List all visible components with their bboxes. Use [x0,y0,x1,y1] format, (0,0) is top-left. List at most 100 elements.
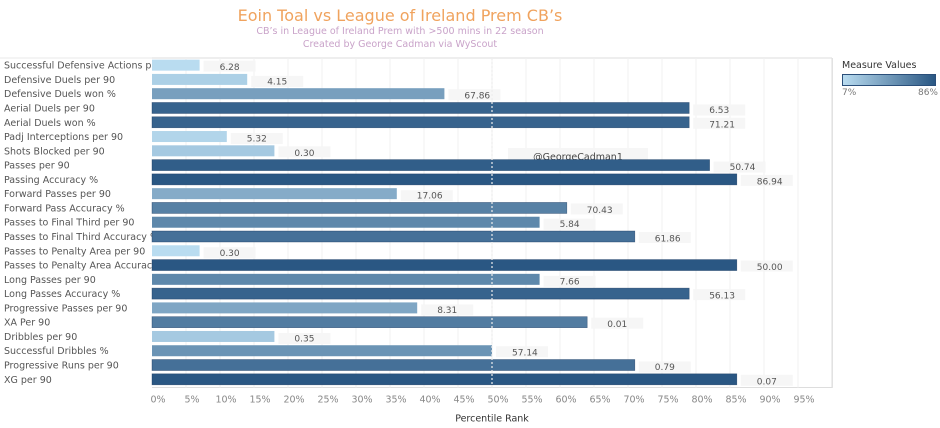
value-label-box [203,247,256,259]
row-label: Aerial Duels won % [4,118,96,129]
x-tick-label: 50% [487,394,508,405]
x-tick-label: 35% [385,394,406,405]
value-label-box [496,346,548,358]
value-label-box [638,361,691,373]
value-label: 17.06 [417,192,443,202]
row-label: Dribbles per 90 [4,332,77,343]
bar [151,159,710,171]
legend-color-ramp [842,74,936,86]
value-label-box [203,60,256,72]
row-label: Padj Interceptions per 90 [4,132,123,143]
x-tick-label: 15% [249,394,270,405]
x-tick-label: 75% [657,394,678,405]
row-label: Passes per 90 [4,161,70,172]
bar [151,373,738,386]
bar [152,73,248,85]
bar [151,316,588,328]
row-label: Passes to Final Third Accuracy % [4,232,159,243]
chart-credit: Created by George Cadman via WyScout [302,39,498,50]
legend-min-label: 7% [842,88,857,98]
legend-title: Measure Values [842,60,917,71]
bar [151,287,690,300]
row-label: Successful Dribbles % [4,346,109,357]
x-tick-label: 95% [793,394,814,405]
bar [151,359,636,371]
x-tick-label: 25% [317,394,338,405]
value-label-box [591,317,644,329]
value-label-box [421,304,474,316]
value-label-box [740,174,793,186]
legend-max-label: 86% [917,88,938,98]
value-label-box [713,161,766,173]
value-label-box [570,203,623,215]
value-label: 86.94 [757,177,783,187]
watermark-text: @GeorgeCadman1 [533,152,623,163]
row-label: Long Passes per 90 [4,275,96,286]
bar [152,188,397,200]
bar [152,131,227,143]
bar [152,88,445,100]
bar [152,59,200,71]
value-label: 0.30 [294,149,314,159]
value-label: 71.21 [709,120,735,130]
value-label: 67.86 [464,92,490,102]
x-tick-label: 60% [555,394,576,405]
x-tick-label: 45% [453,394,474,405]
x-tick-label: 30% [351,394,372,405]
bar [151,173,738,186]
x-axis-title: Percentile Rank [455,413,529,424]
value-label-box [693,104,746,116]
row-label: Progressive Runs per 90 [4,361,119,372]
bar [152,245,200,257]
bar [151,202,568,214]
row-label: Defensive Duels per 90 [4,75,115,86]
bar [151,259,738,271]
value-label: 70.43 [587,206,613,216]
row-label: Passing Accuracy % [4,175,98,186]
value-label-box [400,190,453,202]
value-label: 0.07 [757,377,777,387]
bar [152,330,275,342]
x-tick-label: 90% [759,394,780,405]
value-label: 5.84 [560,220,580,230]
chart-title: Eoin Toal vs League of Ireland Prem CB’s [237,6,563,25]
row-label: Successful Defensive Actions per 90 [4,61,176,72]
bar [152,216,540,228]
row-label: Forward Passes per 90 [4,189,111,200]
value-label: 6.53 [709,106,729,116]
value-label-box [543,275,596,287]
value-label: 0.30 [220,249,240,259]
row-label: Forward Pass Accuracy % [4,203,125,214]
value-label: 61.86 [655,235,681,245]
value-label: 0.01 [607,320,627,330]
value-label-box [230,133,283,145]
value-label: 56.13 [709,292,735,302]
chart-subtitle: CB’s in League of Ireland Prem with >500… [256,26,544,37]
value-label-box [693,289,746,301]
value-label-box [278,146,331,158]
x-tick-label: 5% [184,394,199,405]
value-label-box [740,374,793,386]
x-tick-label: 80% [691,394,712,405]
value-label: 50.74 [730,163,756,173]
value-label: 50.00 [757,263,783,273]
value-label: 7.66 [560,277,580,287]
value-label: 57.14 [512,349,538,359]
x-tick-label: 40% [419,394,440,405]
x-tick-label: 70% [623,394,644,405]
value-label-box [448,89,501,101]
row-label: Long Passes Accuracy % [4,289,120,300]
value-label: 5.32 [247,135,267,145]
bar [151,230,636,243]
value-label-box [251,75,304,87]
bar [152,145,275,157]
value-label: 0.35 [294,334,314,344]
value-label: 4.15 [267,77,287,87]
bar [151,116,690,129]
x-tick-label: 0% [150,394,165,405]
value-label-box [543,218,596,230]
value-label: 6.28 [220,63,240,73]
bar [152,302,418,314]
bar [151,102,690,114]
